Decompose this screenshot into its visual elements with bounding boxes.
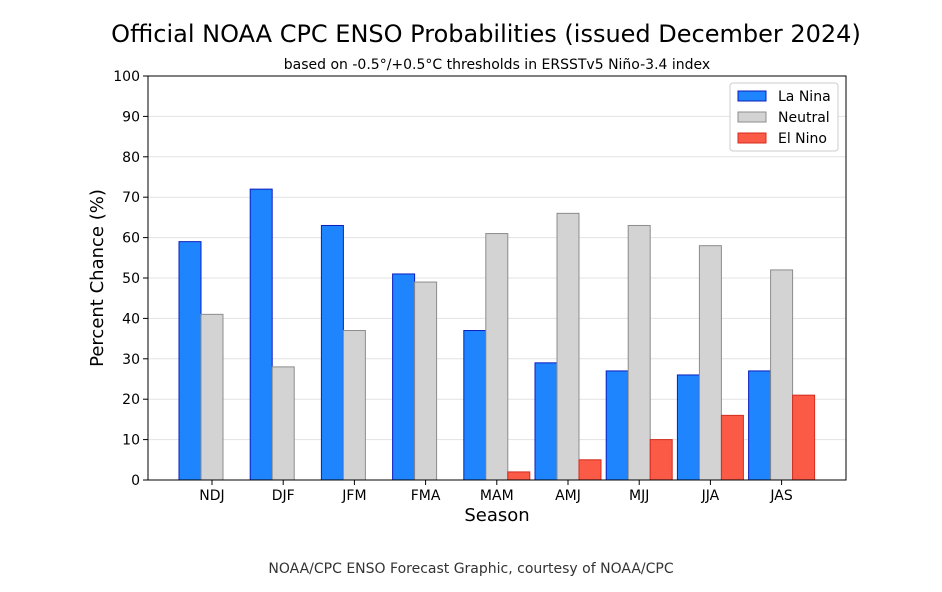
bar-la-nina-djf [249,188,273,481]
bar-el-nino-mam [507,471,531,481]
y-tick-label: 70 [122,190,140,206]
bar-la-nina-jas [748,370,772,481]
legend-label: El Nino [778,131,827,147]
bar-neutral-fma [414,281,438,481]
bar-neutral-mjj [627,224,651,481]
bar-el-nino-jas [792,394,816,481]
x-tick-label: MJJ [629,488,649,504]
x-tick-label: JFM [341,488,366,504]
y-tick-label: 60 [122,231,140,247]
y-axis-label: Percent Chance (%) [87,189,108,367]
x-tick-label: MAM [480,488,514,504]
x-tick-label: NDJ [199,488,224,504]
x-tick-label: DJF [272,488,295,504]
chart-title: Official NOAA CPC ENSO Probabilities (is… [111,20,861,48]
y-tick-label: 40 [122,311,140,327]
x-tick-label: AMJ [555,488,581,504]
x-axis-label: Season [464,505,529,526]
y-tick-label: 50 [122,271,140,287]
y-tick-label: 90 [122,109,140,125]
chart-subtitle: based on -0.5°/+0.5°C thresholds in ERSS… [284,57,710,73]
y-tick-label: 80 [122,150,140,166]
y-tick-label: 20 [122,392,140,408]
bar-neutral-ndj [200,313,224,481]
bar-neutral-mam [485,233,509,481]
y-tick-label: 0 [131,473,140,489]
bar-la-nina-ndj [178,241,202,481]
bar-la-nina-mjj [605,370,629,481]
legend: La Nina Neutral El Nino [729,82,839,152]
y-tick-label: 30 [122,352,140,368]
bars [178,188,816,481]
bar-el-nino-amj [578,459,602,481]
bar-neutral-jja [698,245,722,481]
x-tick-label: JJA [701,488,720,504]
y-tick-label: 10 [122,433,140,449]
x-tick-label: FMA [411,488,441,504]
bar-neutral-djf [271,366,295,481]
legend-swatch-la-nina [737,90,767,102]
bar-neutral-jas [770,269,794,481]
bar-la-nina-fma [392,273,416,481]
bar-la-nina-amj [534,362,558,481]
y-axis: 0 10 20 30 40 50 60 70 80 90 100 [113,69,148,489]
x-axis: NDJ DJF JFM FMA MAM AMJ MJJ JJA JAS [199,480,793,504]
bar-la-nina-jfm [320,224,344,481]
bar-el-nino-jja [720,414,744,481]
legend-label: La Nina [778,89,831,105]
bar-neutral-amj [556,212,580,481]
bar-el-nino-mjj [649,439,673,481]
bar-la-nina-mam [463,330,487,481]
legend-swatch-neutral [737,111,767,123]
image-caption: NOAA/CPC ENSO Forecast Graphic, courtesy… [268,561,674,577]
legend-swatch-el-nino [737,132,767,144]
bar-neutral-jfm [342,330,366,481]
bar-la-nina-jja [676,374,700,481]
x-tick-label: JAS [769,488,792,504]
legend-label: Neutral [778,110,830,126]
y-tick-label: 100 [113,69,140,85]
